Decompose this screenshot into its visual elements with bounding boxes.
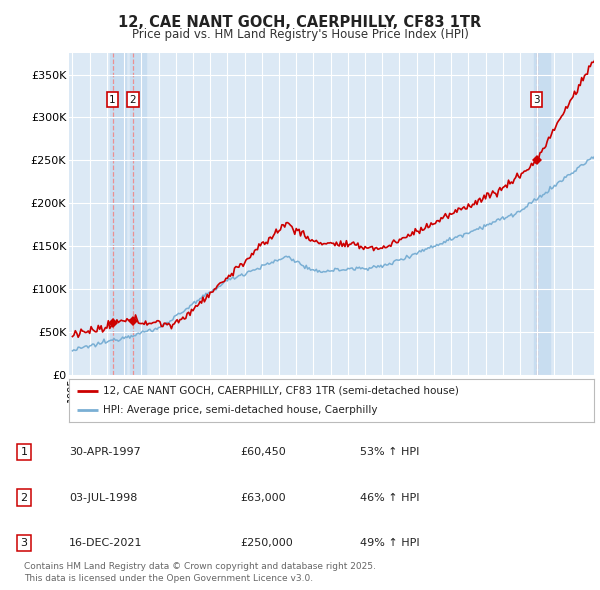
Text: 1: 1 (109, 95, 116, 104)
Text: 2: 2 (130, 95, 136, 104)
Text: 03-JUL-1998: 03-JUL-1998 (69, 493, 137, 503)
Text: 3: 3 (533, 95, 540, 104)
Text: Price paid vs. HM Land Registry's House Price Index (HPI): Price paid vs. HM Land Registry's House … (131, 28, 469, 41)
Text: £60,450: £60,450 (240, 447, 286, 457)
Text: £250,000: £250,000 (240, 538, 293, 548)
Text: 30-APR-1997: 30-APR-1997 (69, 447, 141, 457)
Text: £63,000: £63,000 (240, 493, 286, 503)
Text: HPI: Average price, semi-detached house, Caerphilly: HPI: Average price, semi-detached house,… (103, 405, 377, 415)
Bar (534, 53, 550, 375)
Text: 12, CAE NANT GOCH, CAERPHILLY, CF83 1TR: 12, CAE NANT GOCH, CAERPHILLY, CF83 1TR (118, 15, 482, 30)
Text: 3: 3 (20, 538, 28, 548)
Text: 1: 1 (20, 447, 28, 457)
Bar (130, 53, 146, 375)
Text: Contains HM Land Registry data © Crown copyright and database right 2025.
This d: Contains HM Land Registry data © Crown c… (24, 562, 376, 584)
Text: 53% ↑ HPI: 53% ↑ HPI (360, 447, 419, 457)
Text: 49% ↑ HPI: 49% ↑ HPI (360, 538, 419, 548)
Text: 46% ↑ HPI: 46% ↑ HPI (360, 493, 419, 503)
Text: 2: 2 (20, 493, 28, 503)
Text: 12, CAE NANT GOCH, CAERPHILLY, CF83 1TR (semi-detached house): 12, CAE NANT GOCH, CAERPHILLY, CF83 1TR … (103, 386, 459, 396)
Bar (110, 53, 126, 375)
Text: 16-DEC-2021: 16-DEC-2021 (69, 538, 143, 548)
